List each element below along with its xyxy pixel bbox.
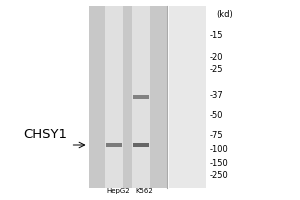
Text: -100: -100 [210,144,229,154]
Bar [169,6,206,188]
Text: (kd): (kd) [217,10,233,20]
Text: CHSY1: CHSY1 [23,128,67,140]
Text: -20: -20 [210,52,224,62]
Bar [88,6,166,188]
Text: -25: -25 [210,64,224,73]
Text: -37: -37 [210,90,224,99]
Bar [105,6,123,188]
Text: K562: K562 [135,188,153,194]
Bar [133,143,149,147]
Bar [133,95,149,99]
Bar [132,6,150,188]
Text: -250: -250 [210,171,229,180]
Bar [106,143,122,147]
Text: HepG2: HepG2 [107,188,130,194]
Text: -50: -50 [210,110,224,119]
Text: -15: -15 [210,30,224,40]
Text: -75: -75 [210,130,224,140]
Text: -150: -150 [210,160,229,168]
